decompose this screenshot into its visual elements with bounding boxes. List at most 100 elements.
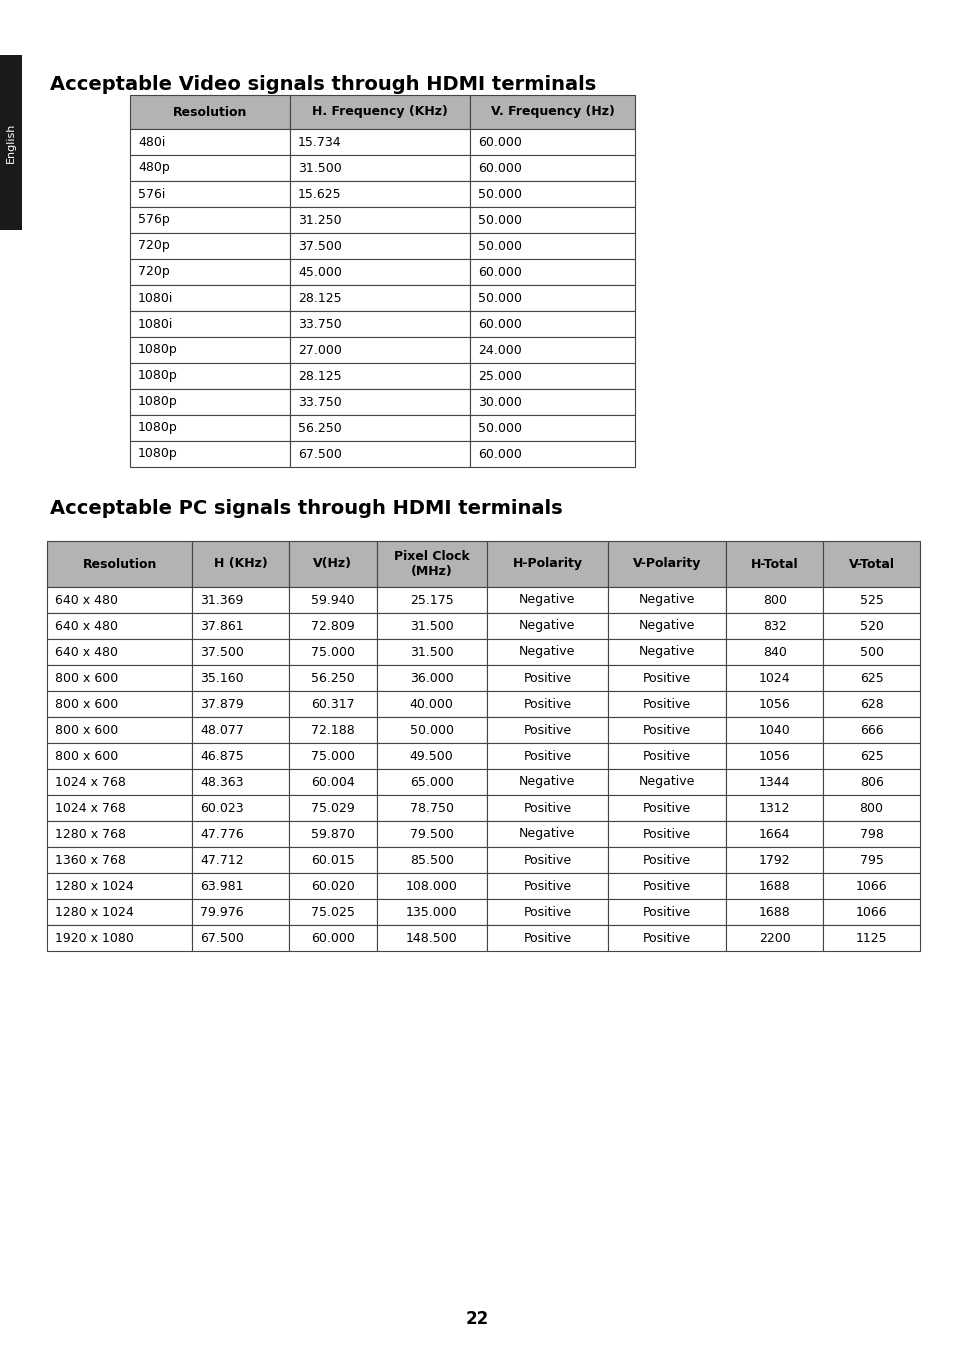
Text: 22: 22 bbox=[465, 1311, 488, 1328]
Text: Resolution: Resolution bbox=[82, 558, 156, 570]
Bar bbox=[725, 542, 822, 588]
Text: Positive: Positive bbox=[642, 880, 691, 892]
Text: English: English bbox=[6, 122, 16, 162]
Text: 1024 x 768: 1024 x 768 bbox=[55, 776, 126, 788]
Bar bbox=[822, 639, 919, 665]
Text: 49.500: 49.500 bbox=[410, 750, 453, 762]
Text: 720p: 720p bbox=[138, 265, 170, 279]
Bar bbox=[193, 899, 289, 925]
Text: Positive: Positive bbox=[642, 672, 691, 685]
Bar bbox=[289, 848, 376, 873]
Text: Positive: Positive bbox=[642, 723, 691, 737]
Bar bbox=[193, 691, 289, 718]
Bar bbox=[130, 207, 290, 233]
Text: 60.020: 60.020 bbox=[311, 880, 355, 892]
Text: 576p: 576p bbox=[138, 214, 170, 226]
Text: Negative: Negative bbox=[518, 593, 575, 607]
Text: 60.015: 60.015 bbox=[311, 853, 355, 867]
Bar bbox=[376, 795, 486, 821]
Bar bbox=[822, 542, 919, 588]
Text: 72.188: 72.188 bbox=[311, 723, 355, 737]
Bar bbox=[47, 769, 193, 795]
Bar bbox=[47, 848, 193, 873]
Text: 33.750: 33.750 bbox=[297, 317, 341, 330]
Bar bbox=[47, 691, 193, 718]
Bar bbox=[376, 542, 486, 588]
Bar bbox=[289, 691, 376, 718]
Text: 31.369: 31.369 bbox=[200, 593, 243, 607]
Text: 63.981: 63.981 bbox=[200, 880, 244, 892]
Bar bbox=[486, 665, 607, 691]
Bar bbox=[290, 363, 470, 389]
Text: 50.000: 50.000 bbox=[477, 240, 521, 252]
Bar bbox=[0, 56, 22, 230]
Text: Positive: Positive bbox=[523, 697, 571, 711]
Bar bbox=[486, 769, 607, 795]
Bar bbox=[486, 691, 607, 718]
Bar bbox=[193, 873, 289, 899]
Bar bbox=[289, 795, 376, 821]
Bar bbox=[290, 441, 470, 467]
Bar bbox=[607, 873, 725, 899]
Bar bbox=[376, 821, 486, 848]
Text: 50.000: 50.000 bbox=[477, 291, 521, 305]
Bar bbox=[725, 873, 822, 899]
Bar bbox=[607, 743, 725, 769]
Text: H-Polarity: H-Polarity bbox=[512, 558, 581, 570]
Bar bbox=[607, 665, 725, 691]
Text: 148.500: 148.500 bbox=[405, 932, 457, 945]
Text: 798: 798 bbox=[859, 827, 882, 841]
Bar bbox=[47, 873, 193, 899]
Text: 2200: 2200 bbox=[758, 932, 790, 945]
Bar bbox=[470, 259, 635, 284]
Text: 1080p: 1080p bbox=[138, 395, 177, 409]
Bar bbox=[289, 821, 376, 848]
Bar bbox=[486, 795, 607, 821]
Text: 75.025: 75.025 bbox=[311, 906, 355, 918]
Text: 40.000: 40.000 bbox=[410, 697, 454, 711]
Text: 15.625: 15.625 bbox=[297, 187, 341, 200]
Text: 500: 500 bbox=[859, 646, 882, 658]
Bar bbox=[130, 414, 290, 441]
Text: Positive: Positive bbox=[642, 932, 691, 945]
Bar bbox=[470, 207, 635, 233]
Text: 30.000: 30.000 bbox=[477, 395, 521, 409]
Bar bbox=[725, 691, 822, 718]
Text: 79.500: 79.500 bbox=[410, 827, 454, 841]
Bar bbox=[470, 311, 635, 337]
Text: 59.940: 59.940 bbox=[311, 593, 355, 607]
Bar bbox=[486, 743, 607, 769]
Bar bbox=[289, 743, 376, 769]
Bar bbox=[130, 363, 290, 389]
Bar bbox=[822, 743, 919, 769]
Text: 800 x 600: 800 x 600 bbox=[55, 750, 118, 762]
Text: Negative: Negative bbox=[518, 827, 575, 841]
Text: 628: 628 bbox=[859, 697, 882, 711]
Bar bbox=[130, 441, 290, 467]
Bar bbox=[290, 129, 470, 154]
Text: 1688: 1688 bbox=[758, 880, 790, 892]
Text: 1024: 1024 bbox=[759, 672, 790, 685]
Text: Positive: Positive bbox=[523, 723, 571, 737]
Text: 15.734: 15.734 bbox=[297, 135, 341, 149]
Text: Positive: Positive bbox=[523, 906, 571, 918]
Text: 1280 x 768: 1280 x 768 bbox=[55, 827, 126, 841]
Bar bbox=[290, 284, 470, 311]
Text: 800 x 600: 800 x 600 bbox=[55, 723, 118, 737]
Text: 1280 x 1024: 1280 x 1024 bbox=[55, 906, 133, 918]
Text: V-Total: V-Total bbox=[847, 558, 894, 570]
Bar bbox=[470, 129, 635, 154]
Bar bbox=[822, 795, 919, 821]
Bar bbox=[290, 233, 470, 259]
Text: 108.000: 108.000 bbox=[405, 880, 457, 892]
Text: 480i: 480i bbox=[138, 135, 165, 149]
Bar bbox=[47, 718, 193, 743]
Bar bbox=[725, 665, 822, 691]
Bar bbox=[290, 259, 470, 284]
Text: Negative: Negative bbox=[518, 646, 575, 658]
Bar bbox=[47, 795, 193, 821]
Text: 1080p: 1080p bbox=[138, 344, 177, 356]
Bar bbox=[290, 95, 470, 129]
Text: 1312: 1312 bbox=[759, 802, 790, 815]
Text: 1360 x 768: 1360 x 768 bbox=[55, 853, 126, 867]
